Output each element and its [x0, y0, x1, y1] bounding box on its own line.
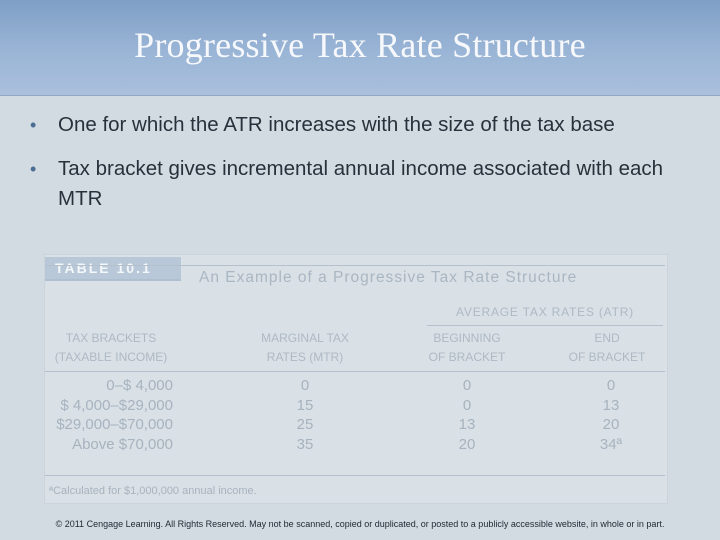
- table-cell: 34ª: [599, 435, 623, 453]
- table-cell: 15: [296, 396, 314, 414]
- bullet-text: One for which the ATR increases with the…: [58, 113, 615, 136]
- column-header-line: END: [594, 331, 620, 345]
- tax-table-figure: TABLE 10.1 An Example of a Progressive T…: [44, 254, 668, 504]
- column-header-line: RATES (MTR): [266, 350, 344, 364]
- table-tag: TABLE 10.1: [45, 257, 181, 279]
- group-header: AVERAGE TAX RATES (ATR): [456, 305, 634, 319]
- column-header-line: BEGINNING: [433, 331, 501, 345]
- bullet-dot-icon: •: [30, 159, 37, 179]
- column-header-line: TAX BRACKETS: [65, 331, 157, 345]
- column-header: TAX BRACKETS (TAXABLE INCOME): [45, 329, 177, 367]
- title-bar: Progressive Tax Rate Structure: [0, 0, 720, 96]
- column-header-line: OF BRACKET: [428, 350, 506, 364]
- table-cell: 13: [602, 396, 620, 414]
- copyright-footer: © 2011 Cengage Learning. All Rights Rese…: [55, 519, 665, 529]
- bullet-list: • One for which the ATR increases with t…: [30, 110, 690, 228]
- column-header-line: (TAXABLE INCOME): [54, 350, 168, 364]
- table-cell: 0: [462, 377, 472, 394]
- slide-title: Progressive Tax Rate Structure: [134, 25, 586, 65]
- table-cell: 13: [458, 416, 476, 433]
- bottom-rule: [45, 475, 665, 476]
- bullet-item: • One for which the ATR increases with t…: [30, 110, 690, 140]
- table-cell: 0: [606, 377, 616, 394]
- tag-underline: [45, 279, 181, 281]
- table-caption: An Example of a Progressive Tax Rate Str…: [199, 269, 578, 286]
- header-rule: [45, 371, 665, 372]
- bullet-dot-icon: •: [30, 115, 37, 135]
- table-cell: 25: [296, 416, 314, 433]
- table-cell: $29,000–$70,000: [56, 416, 173, 433]
- column-header: MARGINAL TAX RATES (MTR): [235, 329, 375, 367]
- mtr-column: 0 15 25 35: [275, 376, 335, 454]
- column-header: BEGINNING OF BRACKET: [417, 329, 517, 367]
- table-cell: 0–$ 4,000: [106, 377, 173, 394]
- table-cell: 35: [296, 435, 314, 453]
- bullet-text: Tax bracket gives incremental annual inc…: [58, 157, 664, 210]
- table-cell: 0: [462, 396, 472, 414]
- table-cell: Above $70,000: [72, 435, 173, 453]
- table-cell: $ 4,000–$29,000: [60, 396, 173, 414]
- table-cell: 0: [300, 377, 310, 394]
- column-header: END OF BRACKET: [557, 329, 657, 367]
- column-header-line: MARGINAL TAX: [261, 331, 349, 345]
- atr-end-column: 0 13 20 34ª: [577, 376, 645, 454]
- table-cell: 20: [602, 416, 620, 433]
- bullet-item: • Tax bracket gives incremental annual i…: [30, 154, 690, 214]
- table-footnote: ªCalculated for $1,000,000 annual income…: [49, 485, 257, 497]
- bracket-column: 0–$ 4,000 $ 4,000–$29,000 $29,000–$70,00…: [45, 376, 173, 454]
- group-rule: [427, 325, 663, 326]
- column-header-line: OF BRACKET: [568, 350, 646, 364]
- table-cell: 20: [458, 435, 476, 453]
- atr-begin-column: 0 0 13 20: [437, 376, 497, 454]
- top-rule: [45, 265, 665, 266]
